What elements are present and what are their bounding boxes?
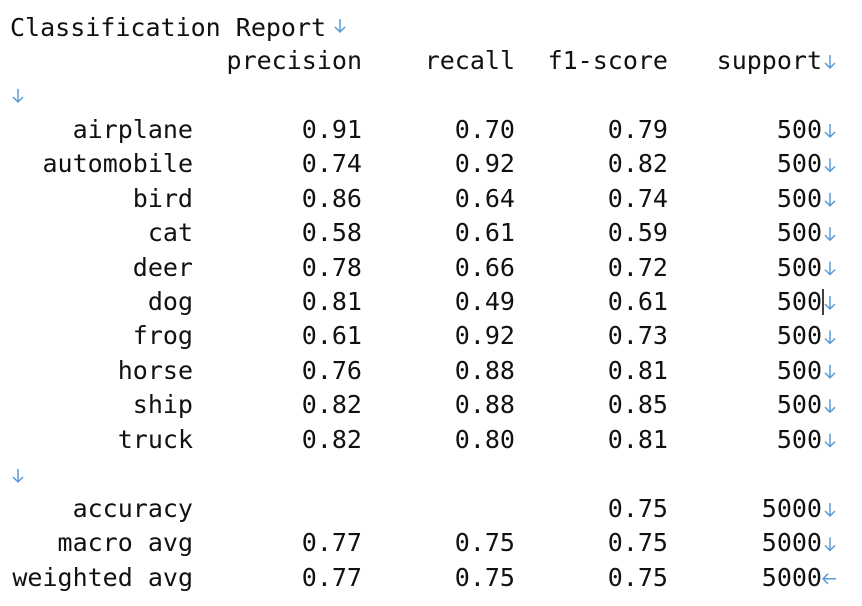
metric-cell: 0.80 (454, 424, 515, 454)
metric-cell: 0.61 (301, 321, 362, 351)
metric-cell: 0.92 (454, 321, 515, 351)
summary-label: accuracy (72, 494, 193, 523)
metric-cell: 500 (776, 424, 822, 454)
metric-cell: 0.58 (301, 218, 362, 248)
column-header: precision (226, 46, 362, 75)
metric-cell: 5000 (761, 562, 822, 592)
metric-cell: 500 (776, 390, 822, 420)
newline-mark (824, 158, 836, 173)
class-label: bird (132, 183, 193, 213)
metric-cell: 500 (776, 355, 822, 385)
metric-cell: 0.81 (607, 355, 668, 385)
metric-cell: 0.70 (454, 115, 515, 144)
metric-cell: 0.59 (607, 218, 668, 248)
report-title: Classification Report (10, 13, 327, 42)
metric-cell: 0.75 (607, 494, 668, 523)
newline-mark (12, 469, 24, 484)
newline-mark (824, 537, 836, 552)
metric-cell: 0.77 (301, 528, 362, 558)
metric-cell: 0.88 (454, 390, 515, 420)
metric-cell: 0.76 (301, 355, 362, 385)
metric-cell: 0.81 (301, 287, 362, 316)
metric-cell: 0.64 (454, 183, 515, 213)
metric-cell: 500 (776, 252, 822, 282)
metric-cell: 500 (776, 149, 822, 179)
metric-cell: 5000 (761, 494, 822, 523)
metric-cell: 0.82 (301, 390, 362, 420)
metric-cell: 0.85 (607, 390, 668, 420)
newline-mark (824, 192, 836, 207)
metric-cell: 0.82 (607, 149, 668, 179)
newline-mark (824, 296, 836, 311)
newline-mark (824, 330, 836, 345)
metric-cell: 500 (776, 321, 822, 351)
metric-cell: 5000 (761, 528, 822, 558)
summary-label: weighted avg (12, 562, 193, 592)
metric-cell: 0.74 (301, 149, 362, 179)
metric-cell: 0.61 (607, 287, 668, 316)
newline-mark (824, 433, 836, 448)
newline-mark (334, 19, 346, 34)
metric-cell: 0.82 (301, 424, 362, 454)
newline-mark (824, 261, 836, 276)
metric-cell: 0.49 (454, 287, 515, 316)
metric-cell: 500 (776, 115, 822, 144)
metric-cell: 0.73 (607, 321, 668, 351)
metric-cell: 0.79 (607, 115, 668, 144)
metric-cell: 0.81 (607, 424, 668, 454)
metric-cell: 0.75 (607, 528, 668, 558)
metric-cell: 500 (776, 218, 822, 248)
eof-mark (821, 573, 836, 585)
metric-cell: 500 (776, 287, 822, 316)
class-label: truck (117, 424, 193, 454)
column-header: support (716, 46, 822, 75)
newline-mark (824, 364, 836, 379)
newline-mark (824, 503, 836, 518)
newline-mark (824, 55, 836, 70)
newline-mark (824, 399, 836, 414)
metric-cell: 0.78 (301, 252, 362, 282)
class-label: dog (147, 287, 193, 316)
class-label: horse (117, 355, 193, 385)
metric-cell: 0.88 (454, 355, 515, 385)
metric-cell: 0.72 (607, 252, 668, 282)
class-label: deer (132, 252, 193, 282)
metric-cell: 0.92 (454, 149, 515, 179)
newline-mark (824, 124, 836, 139)
column-header: recall (424, 46, 515, 75)
class-label: frog (132, 321, 193, 351)
class-label: cat (147, 218, 193, 248)
class-label: automobile (42, 149, 193, 179)
class-label: airplane (72, 115, 193, 144)
metric-cell: 0.75 (607, 562, 668, 592)
newline-mark (824, 227, 836, 242)
column-header: f1-score (547, 46, 668, 75)
class-label: ship (132, 390, 193, 420)
metric-cell: 500 (776, 183, 822, 213)
metric-cell: 0.74 (607, 183, 668, 213)
metric-cell: 0.86 (301, 183, 362, 213)
newline-mark (12, 89, 24, 104)
metric-cell: 0.91 (301, 115, 362, 144)
metric-cell: 0.75 (454, 562, 515, 592)
metric-cell: 0.66 (454, 252, 515, 282)
metric-cell: 0.75 (454, 528, 515, 558)
metric-cell: 0.77 (301, 562, 362, 592)
metric-cell: 0.61 (454, 218, 515, 248)
summary-label: macro avg (57, 528, 193, 558)
